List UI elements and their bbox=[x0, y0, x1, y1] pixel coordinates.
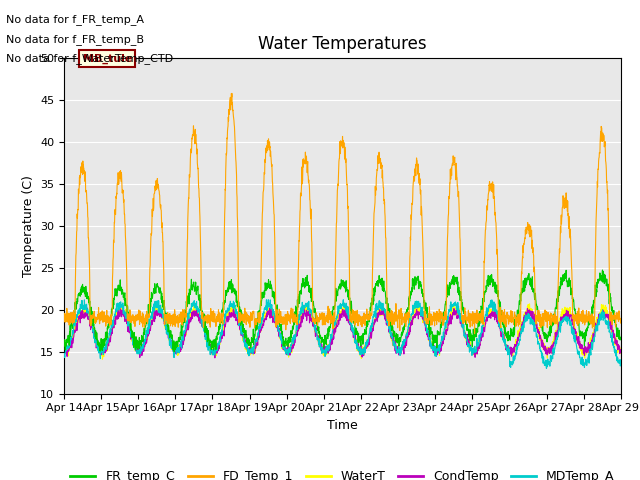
Legend: FR_temp_C, FD_Temp_1, WaterT, CondTemp, MDTemp_A: FR_temp_C, FD_Temp_1, WaterT, CondTemp, … bbox=[65, 465, 620, 480]
Text: MB_tule: MB_tule bbox=[83, 54, 132, 64]
Text: No data for f_FR_temp_A: No data for f_FR_temp_A bbox=[6, 14, 145, 25]
Text: No data for f_WaterTemp_CTD: No data for f_WaterTemp_CTD bbox=[6, 53, 173, 64]
Title: Water Temperatures: Water Temperatures bbox=[258, 35, 427, 53]
Y-axis label: Temperature (C): Temperature (C) bbox=[22, 175, 35, 276]
Text: No data for f_FR_temp_B: No data for f_FR_temp_B bbox=[6, 34, 145, 45]
X-axis label: Time: Time bbox=[327, 419, 358, 432]
